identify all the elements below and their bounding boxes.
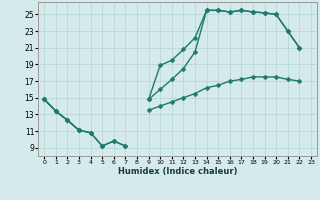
X-axis label: Humidex (Indice chaleur): Humidex (Indice chaleur) (118, 167, 237, 176)
